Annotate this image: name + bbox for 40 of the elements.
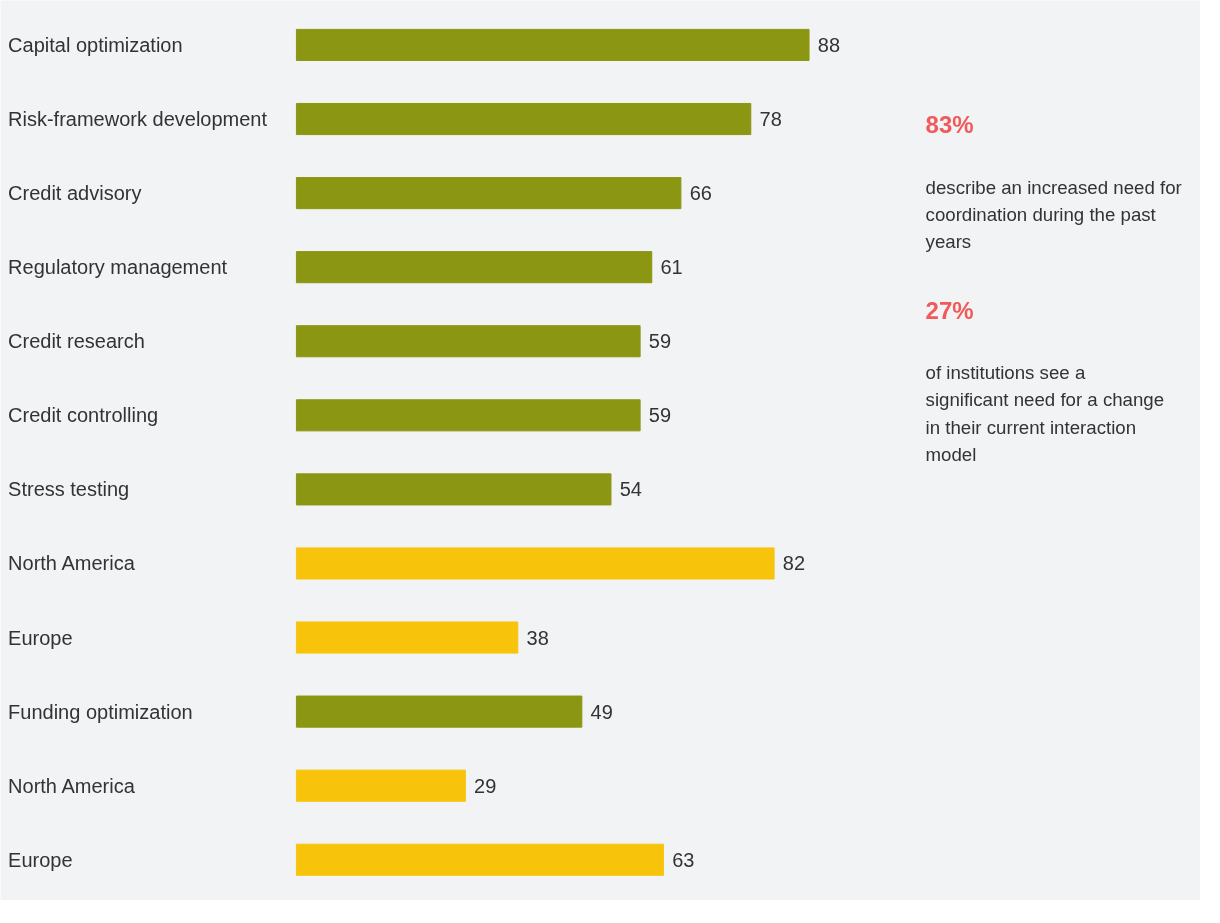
data-label: 66 [689, 182, 712, 205]
y-tick-label: Credit controlling [8, 404, 159, 427]
data-label: 61 [660, 256, 683, 279]
bar [295, 251, 653, 284]
bar [295, 547, 775, 580]
data-label: 63 [672, 848, 695, 871]
bar [295, 325, 641, 358]
bar [295, 843, 664, 876]
text: describe an increased need for coordination during the past years [925, 176, 1182, 253]
data-label: 59 [648, 330, 672, 353]
y-tick-label: Credit advisory [8, 182, 142, 205]
bar [295, 399, 641, 432]
y-tick-label: Risk-framework development [8, 108, 268, 131]
bar [295, 621, 519, 654]
y-tick-label: Europe [8, 626, 73, 649]
y-tick-label: North America [8, 774, 136, 797]
y-tick-label: Stress testing [8, 478, 130, 501]
bar [295, 695, 583, 728]
y-tick-label: Europe [8, 848, 73, 871]
data-label: 49 [590, 700, 613, 723]
y-tick-label: Regulatory management [8, 256, 228, 279]
y-tick-label: North America [8, 552, 136, 575]
data-label: 29 [474, 774, 497, 797]
data-label: 54 [619, 478, 642, 501]
bar [295, 473, 612, 506]
bar [295, 102, 752, 136]
text: of institutions see a significant need for a change in their current interaction model [925, 361, 1165, 465]
y-tick-label: Capital optimization [8, 33, 183, 56]
text: 27% [925, 296, 974, 324]
y-tick-label: Funding optimization [8, 700, 193, 723]
data-label: 38 [526, 626, 549, 649]
bar [295, 769, 466, 802]
data-label: 59 [648, 404, 672, 427]
data-label: 88 [817, 33, 841, 56]
data-label: 78 [759, 108, 782, 131]
data-label: 82 [782, 552, 806, 575]
y-tick-label: Credit research [8, 330, 145, 353]
text: 83% [925, 111, 974, 139]
bar [295, 177, 682, 210]
bar [295, 28, 810, 61]
